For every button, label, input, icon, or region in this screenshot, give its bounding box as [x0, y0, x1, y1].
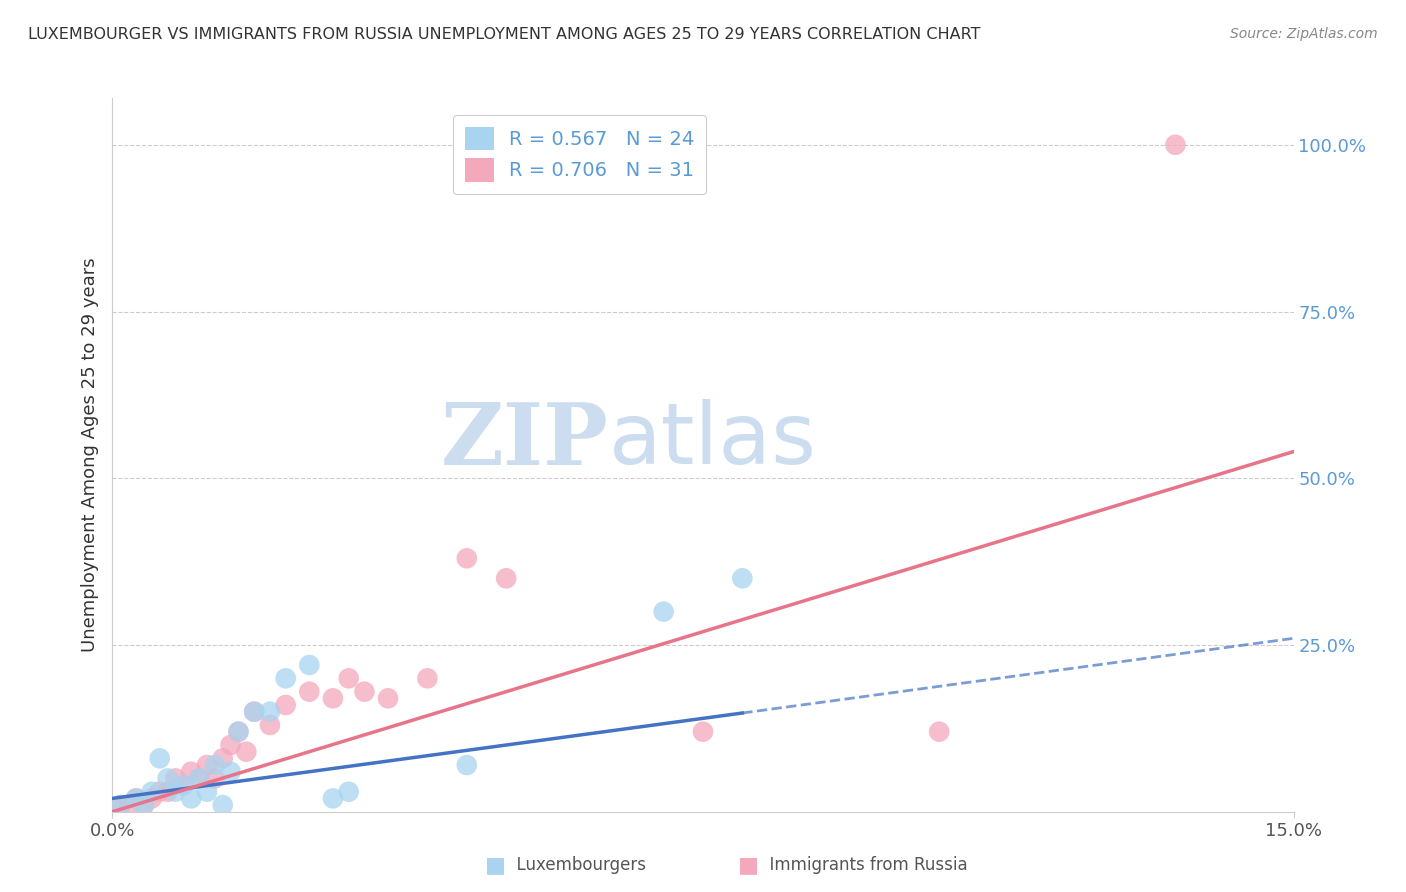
Point	[204, 758, 226, 772]
Point	[353, 684, 375, 698]
Point	[125, 791, 148, 805]
Point	[416, 671, 439, 685]
Point	[156, 785, 179, 799]
Point	[274, 698, 297, 712]
Point	[180, 764, 202, 779]
Point	[172, 778, 194, 792]
Point	[156, 772, 179, 786]
Point	[165, 785, 187, 799]
Text: LUXEMBOURGER VS IMMIGRANTS FROM RUSSIA UNEMPLOYMENT AMONG AGES 25 TO 29 YEARS CO: LUXEMBOURGER VS IMMIGRANTS FROM RUSSIA U…	[28, 27, 980, 42]
Point	[110, 798, 132, 813]
Point	[149, 751, 172, 765]
Point	[132, 798, 155, 813]
Point	[188, 772, 211, 786]
Point	[125, 791, 148, 805]
Point	[322, 691, 344, 706]
Point	[141, 791, 163, 805]
Point	[928, 724, 950, 739]
Point	[298, 658, 321, 673]
Point	[692, 724, 714, 739]
Text: ■: ■	[738, 855, 759, 875]
Point	[243, 705, 266, 719]
Text: ZIP: ZIP	[440, 399, 609, 483]
Point	[195, 758, 218, 772]
Point	[456, 758, 478, 772]
Point	[731, 571, 754, 585]
Point	[149, 785, 172, 799]
Point	[337, 785, 360, 799]
Point	[141, 785, 163, 799]
Point	[337, 671, 360, 685]
Point	[180, 791, 202, 805]
Point	[259, 705, 281, 719]
Point	[172, 778, 194, 792]
Point	[219, 738, 242, 752]
Legend: R = 0.567   N = 24, R = 0.706   N = 31: R = 0.567 N = 24, R = 0.706 N = 31	[453, 115, 706, 194]
Y-axis label: Unemployment Among Ages 25 to 29 years: Unemployment Among Ages 25 to 29 years	[80, 258, 98, 652]
Text: Immigrants from Russia: Immigrants from Russia	[759, 856, 967, 874]
Point	[235, 745, 257, 759]
Point	[132, 798, 155, 813]
Point	[243, 705, 266, 719]
Point	[322, 791, 344, 805]
Point	[274, 671, 297, 685]
Point	[110, 798, 132, 813]
Text: atlas: atlas	[609, 399, 817, 483]
Point	[495, 571, 517, 585]
Point	[219, 764, 242, 779]
Point	[165, 772, 187, 786]
Text: Luxembourgers: Luxembourgers	[506, 856, 647, 874]
Point	[188, 772, 211, 786]
Point	[195, 785, 218, 799]
Text: ■: ■	[485, 855, 506, 875]
Point	[652, 605, 675, 619]
Point	[298, 684, 321, 698]
Point	[456, 551, 478, 566]
Point	[259, 718, 281, 732]
Point	[117, 798, 139, 813]
Text: Source: ZipAtlas.com: Source: ZipAtlas.com	[1230, 27, 1378, 41]
Point	[228, 724, 250, 739]
Point	[1164, 137, 1187, 152]
Point	[377, 691, 399, 706]
Point	[211, 751, 233, 765]
Point	[204, 772, 226, 786]
Point	[228, 724, 250, 739]
Point	[211, 798, 233, 813]
